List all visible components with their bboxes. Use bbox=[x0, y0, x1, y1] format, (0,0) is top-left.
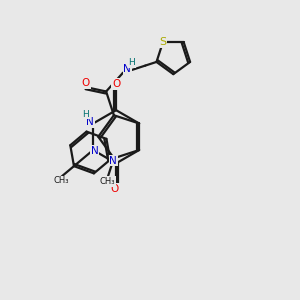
Text: O: O bbox=[110, 184, 119, 194]
Text: O: O bbox=[82, 78, 90, 88]
Text: N: N bbox=[110, 156, 117, 166]
Text: CH₃: CH₃ bbox=[100, 177, 115, 186]
Text: H: H bbox=[82, 110, 89, 118]
Text: CH₃: CH₃ bbox=[54, 176, 69, 185]
Text: N: N bbox=[123, 64, 131, 74]
Text: N: N bbox=[91, 146, 98, 156]
Text: S: S bbox=[159, 37, 167, 47]
Text: H: H bbox=[128, 58, 135, 67]
Text: N: N bbox=[86, 117, 94, 127]
Text: O: O bbox=[112, 79, 120, 89]
